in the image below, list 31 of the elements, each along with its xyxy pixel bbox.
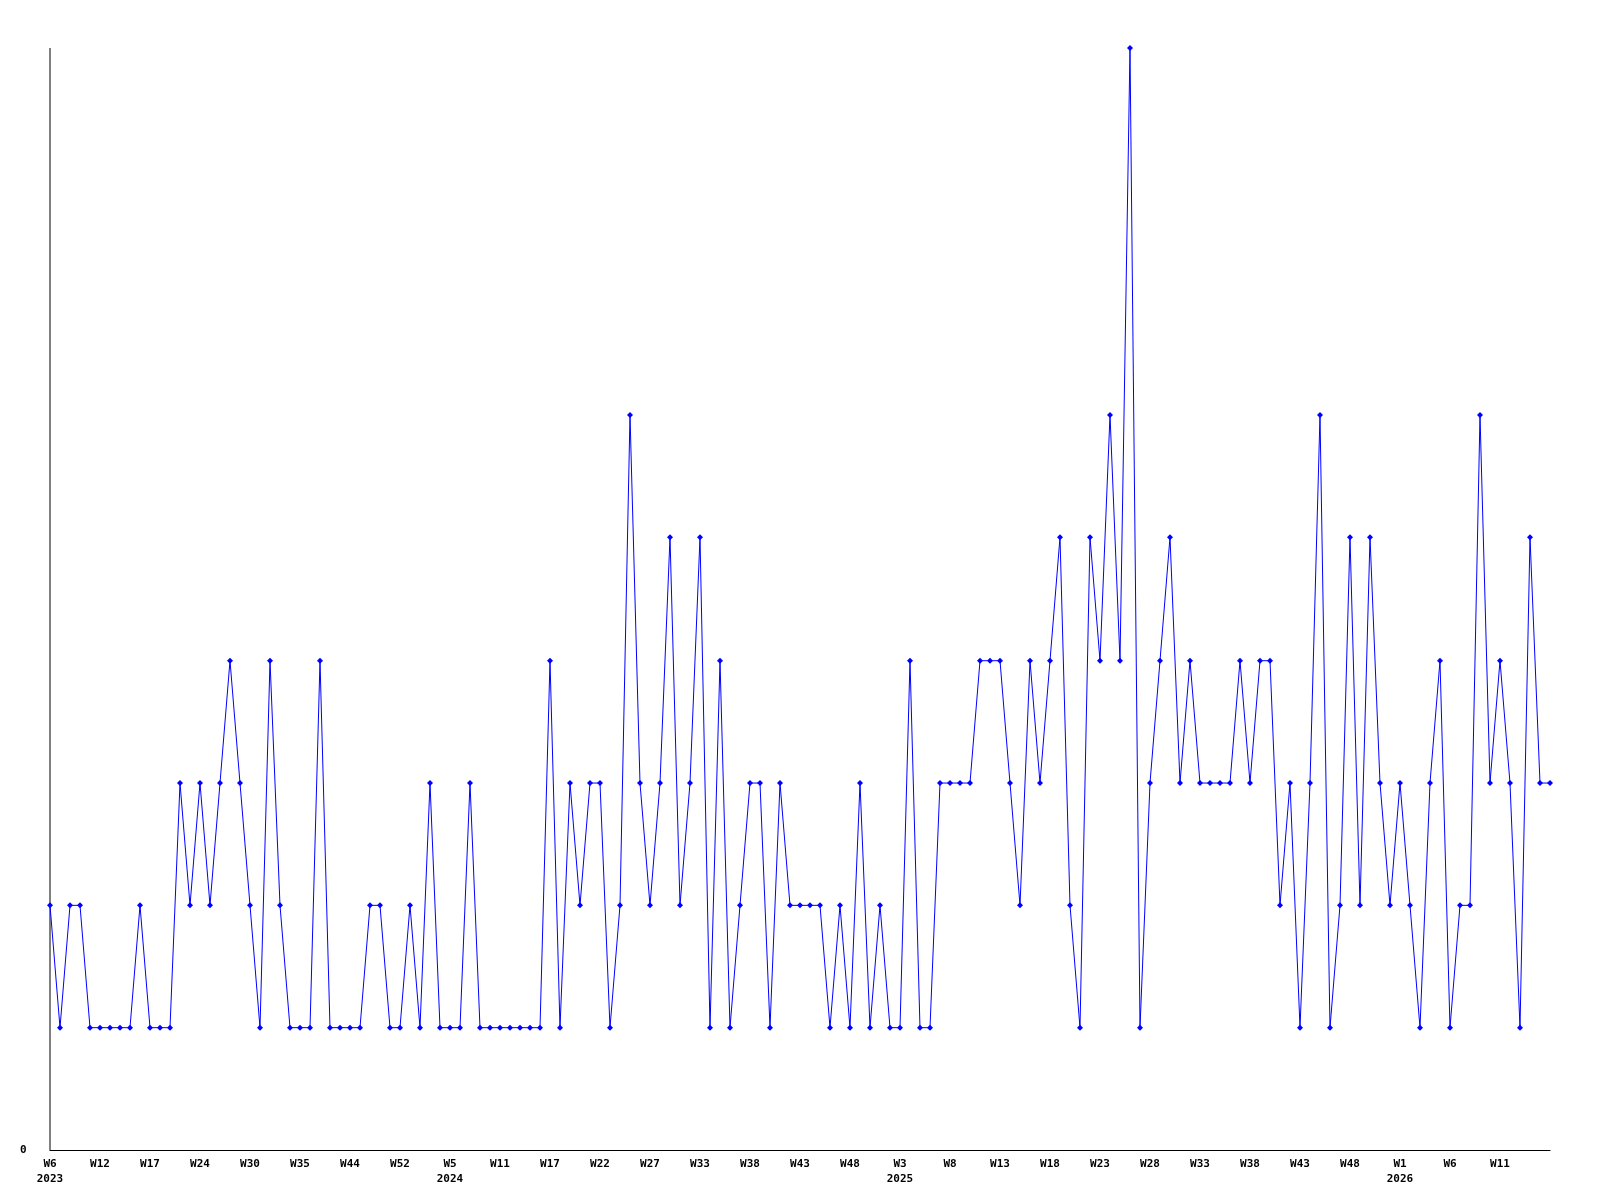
x-tick-label: W33 bbox=[1190, 1157, 1210, 1170]
x-tick-label: W28 bbox=[1140, 1157, 1160, 1170]
x-tick-label: W11 bbox=[490, 1157, 511, 1170]
x-tick-label: W30 bbox=[240, 1157, 260, 1170]
x-tick-label: W48 bbox=[1340, 1157, 1360, 1170]
x-tick-label: W6 bbox=[1443, 1157, 1457, 1170]
x-tick-label: W1 2026 bbox=[1386, 1157, 1414, 1185]
x-tick-label: W48 bbox=[840, 1157, 860, 1170]
x-tick-label: W43 bbox=[790, 1157, 810, 1170]
x-tick-label: W11 bbox=[1490, 1157, 1511, 1170]
x-tick-label: W22 bbox=[590, 1157, 610, 1170]
x-tick-label: W8 bbox=[943, 1157, 957, 1170]
x-tick-label: W17 bbox=[140, 1157, 160, 1170]
x-tick-label: W13 bbox=[990, 1157, 1010, 1170]
x-tick-label: W27 bbox=[640, 1157, 660, 1170]
x-tick-label: W35 bbox=[290, 1157, 310, 1170]
x-tick-label: W33 bbox=[690, 1157, 710, 1170]
x-tick-label: W38 bbox=[740, 1157, 760, 1170]
x-tick-label: W23 bbox=[1090, 1157, 1110, 1170]
x-tick-label: W38 bbox=[1240, 1157, 1260, 1170]
x-tick-label: W18 bbox=[1040, 1157, 1060, 1170]
x-tick-label: W43 bbox=[1290, 1157, 1310, 1170]
x-tick-label: W17 bbox=[540, 1157, 560, 1170]
x-tick-label: W5 2024 bbox=[436, 1157, 464, 1185]
x-tick-label: W24 bbox=[190, 1157, 211, 1170]
x-tick-label: W52 bbox=[390, 1157, 410, 1170]
x-tick-label: W3 2025 bbox=[886, 1157, 914, 1185]
x-tick-label: W44 bbox=[340, 1157, 361, 1170]
x-tick-label: W6 2023 bbox=[36, 1157, 64, 1185]
text: 0 bbox=[20, 1143, 27, 1156]
x-tick-label: W12 bbox=[90, 1157, 110, 1170]
